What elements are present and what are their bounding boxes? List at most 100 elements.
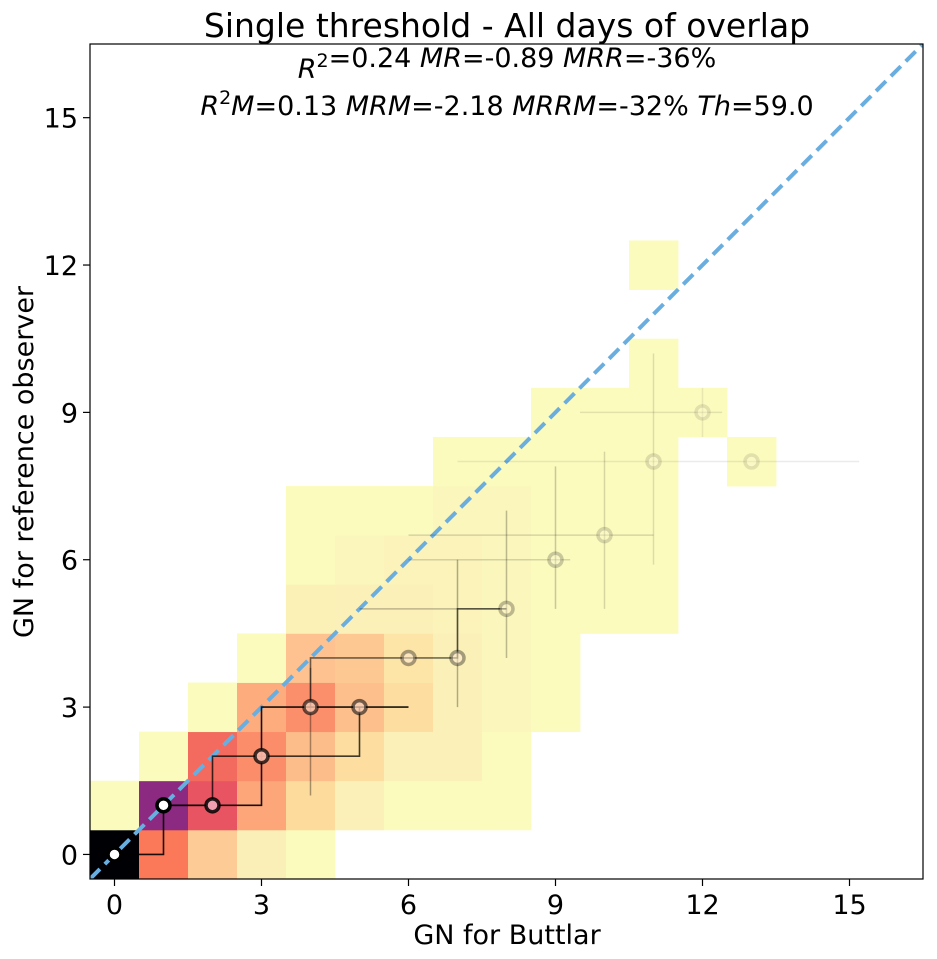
stat-var: R	[298, 54, 317, 85]
stat-var: R	[200, 91, 219, 122]
median-point	[596, 526, 613, 544]
heatmap-cell	[629, 387, 679, 438]
heatmap-cell	[678, 387, 728, 438]
median-point	[645, 453, 662, 470]
heatmap-cell	[433, 436, 483, 487]
heatmap-cells	[90, 240, 777, 879]
heatmap-cell	[90, 780, 140, 831]
x-tick-label: 9	[547, 890, 564, 921]
heatmap-cell	[433, 731, 483, 782]
heatmap-cell	[580, 486, 630, 536]
heatmap-cell	[629, 486, 679, 536]
heatmap-cell	[286, 829, 336, 879]
median-point	[498, 600, 515, 618]
x-tick-label: 0	[106, 890, 123, 921]
stat-sup: 2	[219, 87, 231, 109]
median-point	[106, 846, 123, 863]
stat-value: =59.0	[731, 91, 814, 122]
heatmap-cell	[482, 682, 532, 733]
heatmap-cell	[482, 535, 532, 585]
heatmap-cell	[531, 436, 581, 487]
x-tick-label: 12	[685, 890, 719, 921]
y-axis-label: GN for reference observer	[9, 285, 40, 638]
stat-var: M	[231, 91, 254, 122]
x-tick-label: 3	[253, 890, 270, 921]
heatmap-cell	[384, 486, 434, 536]
y-tick-label: 9	[61, 398, 78, 429]
stat-value: =0.13	[254, 91, 345, 122]
heatmap-cell	[580, 535, 630, 585]
heatmap-cell	[580, 436, 630, 487]
stat-value: =-32%	[596, 91, 697, 122]
stat-sup: 2	[316, 50, 328, 72]
heatmap-cell	[237, 633, 287, 683]
heatmap-cell	[531, 584, 581, 634]
y-tick-label: 0	[61, 840, 78, 871]
heatmap-cell	[335, 486, 385, 536]
median-point	[547, 551, 564, 568]
heatmap-cell	[482, 486, 532, 536]
heatmap-cell	[384, 584, 434, 634]
heatmap-cell	[286, 486, 336, 536]
x-axis-ticks: 0 3 6 9 12 15	[106, 879, 867, 921]
median-point	[155, 797, 172, 814]
stat-var: MRRM	[512, 91, 596, 122]
stat-var: MRR	[563, 43, 624, 74]
heatmap-cell	[629, 240, 679, 290]
heatmap-cell	[482, 731, 532, 782]
heatmap-cell	[580, 387, 630, 438]
stat-value: =-2.18	[411, 91, 512, 122]
median-point	[351, 698, 368, 716]
median-point	[253, 747, 270, 765]
x-axis-label: GN for Buttlar	[413, 920, 601, 951]
heatmap-cell	[580, 584, 630, 634]
heatmap-cell	[384, 731, 434, 782]
heatmap-cell	[482, 780, 532, 831]
median-points	[106, 404, 760, 863]
median-point	[400, 649, 417, 667]
x-tick-label: 6	[400, 890, 417, 921]
heatmap-cell	[433, 780, 483, 831]
step-line	[163, 707, 361, 807]
heatmap-cell	[531, 486, 581, 536]
median-point	[204, 797, 221, 814]
heatmap-cell	[286, 584, 336, 634]
stat-value: =-36%	[624, 43, 716, 74]
y-tick-label: 12	[44, 251, 78, 282]
x-tick-label: 15	[832, 890, 866, 921]
heatmap-cell	[629, 584, 679, 634]
heatmap-cell	[335, 780, 385, 831]
y-tick-label: 15	[44, 104, 78, 135]
heatmap-cell	[188, 682, 238, 733]
heatmap-cell	[237, 829, 287, 879]
stat-value: =-0.89	[462, 43, 563, 74]
heatmap-cell	[433, 535, 483, 585]
heatmap-cell	[727, 436, 777, 487]
heatmap-cell	[629, 338, 679, 389]
plot-area	[90, 44, 923, 879]
heatmap-cell	[629, 436, 679, 487]
heatmap-cell	[531, 633, 581, 683]
median-point	[694, 404, 711, 421]
heatmap-cell	[531, 535, 581, 585]
stat-value: =0.24	[329, 43, 420, 74]
identity-line	[90, 44, 923, 879]
y-tick-label: 3	[61, 693, 78, 724]
stat-var: Th	[697, 91, 731, 122]
heatmap-cell	[286, 780, 336, 831]
heatmap-cell	[286, 535, 336, 585]
heatmap-cell	[188, 829, 238, 879]
heatmap-cell	[335, 535, 385, 585]
stat-var: MR	[420, 43, 462, 74]
median-point	[449, 649, 466, 667]
heatmap-cell	[433, 486, 483, 536]
heatmap-cell	[139, 731, 189, 782]
y-axis-ticks: 0 3 6 9 12 15	[44, 104, 90, 871]
heatmap-cell	[433, 682, 483, 733]
median-point	[302, 698, 319, 716]
stats-line-2: R2M=0.13 MRM=-2.18 MRRM=-32% Th=59.0	[200, 87, 813, 122]
step-line	[114, 706, 409, 856]
chart-title: Single threshold - All days of overlap	[204, 6, 810, 45]
heatmap-cell	[629, 535, 679, 585]
